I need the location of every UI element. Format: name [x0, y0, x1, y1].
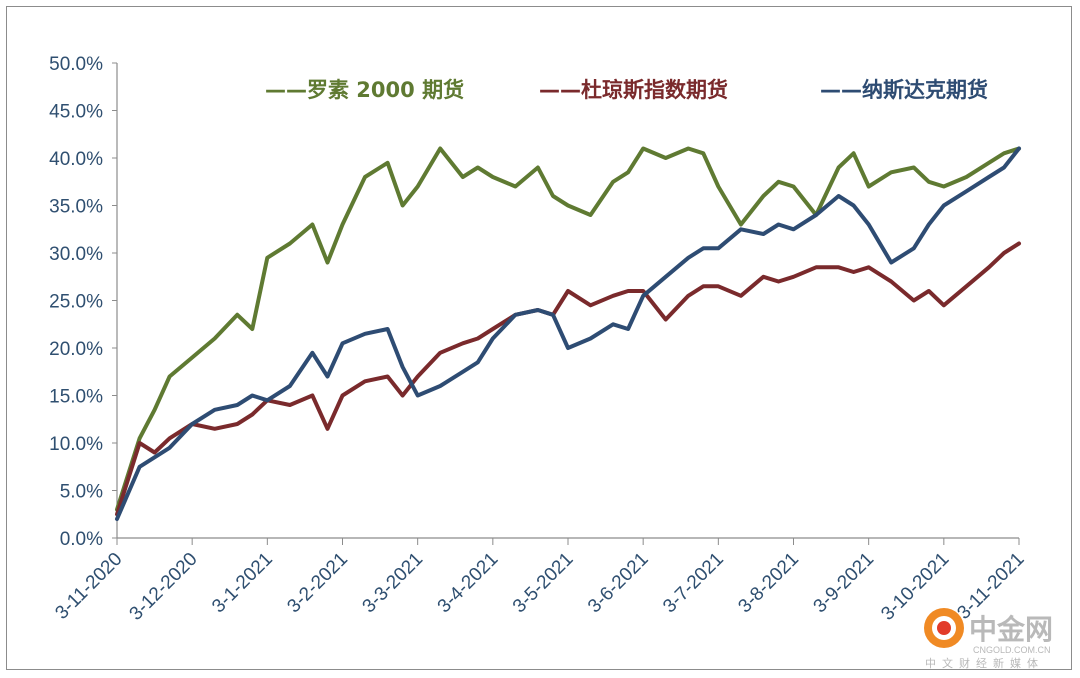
- x-axis: 3-11-2020 3-12-2020 3-1-2021 3-2-2021 3-3-20…: [51, 537, 1029, 625]
- y-tick-label: 15.0%: [49, 387, 103, 408]
- series-line-2: [115, 241, 1021, 517]
- chart-frame: 0.0% 5.0% 10.0% 15.0% 20.0% 25.0% 30.0% 35.0% 40…: [6, 6, 1072, 670]
- y-tick-label: 10.0%: [49, 434, 103, 455]
- x-tick-label: 3-9-2021: [810, 549, 879, 618]
- x-tick-label: 3-2-2021: [283, 549, 352, 618]
- x-tick-label: 3-5-2021: [509, 549, 578, 618]
- y-tick-label: 50.0%: [49, 54, 103, 75]
- y-tick-label: 30.0%: [49, 244, 103, 265]
- x-tick-label: 3-7-2021: [659, 549, 728, 618]
- line-chart: 0.0% 5.0% 10.0% 15.0% 20.0% 25.0% 30.0% 35.0% 40…: [49, 54, 1053, 670]
- y-tick-label: 40.0%: [49, 149, 103, 170]
- x-tick-label: 3-6-2021: [584, 549, 653, 618]
- y-tick-label: 35.0%: [49, 197, 103, 218]
- x-tick-label: 3-11-2020: [51, 549, 126, 624]
- x-tick-label: 3-12-2020: [126, 549, 202, 625]
- y-tick-label: 45.0%: [49, 102, 103, 123]
- legend-entry-3: ——纳斯达克期货: [820, 78, 988, 102]
- y-tick-label: 5.0%: [60, 482, 103, 503]
- y-tick-label: 20.0%: [49, 339, 103, 360]
- series-layer: [115, 146, 1021, 521]
- watermark-sub: 中文财经新媒体: [925, 656, 1044, 670]
- series-line-3: [115, 146, 1021, 521]
- watermark-en: CNGOLD.COM.CN: [973, 645, 1051, 655]
- y-tick-label: 0.0%: [60, 529, 103, 550]
- x-tick-label: 3-4-2021: [434, 549, 503, 618]
- y-tick-label: 25.0%: [49, 292, 103, 313]
- x-tick-label: 3-3-2021: [359, 549, 428, 618]
- y-axis: 0.0% 5.0% 10.0% 15.0% 20.0% 25.0% 30.0% 35.0% 40…: [49, 54, 118, 550]
- watermark-coin-dot: [937, 621, 951, 635]
- legend-entry-1: ——罗素 2000 期货: [265, 78, 464, 102]
- x-tick-label: 3-1-2021: [208, 549, 277, 618]
- x-tick-label: 3-8-2021: [734, 549, 803, 618]
- legend: ——罗素 2000 期货 ——杜琼斯指数期货 ——纳斯达克期货: [265, 78, 988, 102]
- watermark-cn: 中金网: [969, 613, 1053, 646]
- watermark-logo: 中金网 CNGOLD.COM.CN 中文财经新媒体: [924, 608, 1053, 670]
- series-line-1: [115, 146, 1021, 512]
- legend-entry-2: ——杜琼斯指数期货: [539, 78, 728, 102]
